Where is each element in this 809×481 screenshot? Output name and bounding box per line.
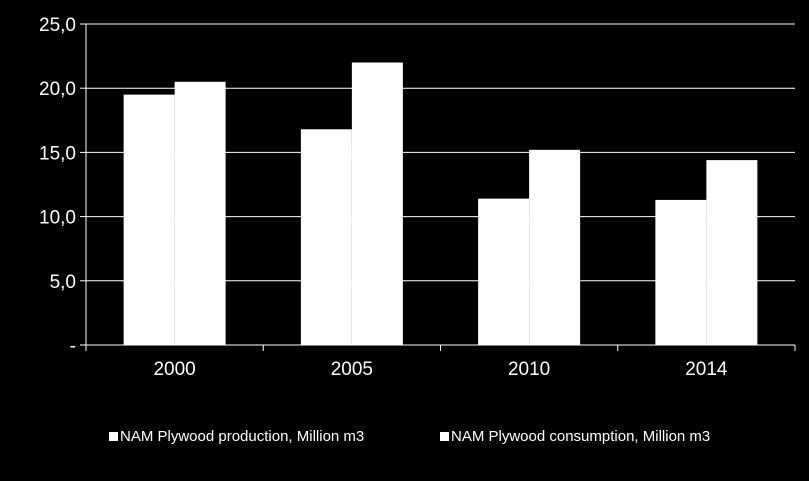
bar-consumption-2014 bbox=[706, 160, 758, 345]
bar-production-2005 bbox=[300, 129, 352, 345]
bars bbox=[123, 62, 758, 346]
bar-consumption-2000 bbox=[174, 81, 226, 345]
bar-production-2014 bbox=[655, 199, 707, 345]
legend-swatch-production bbox=[109, 432, 118, 441]
legend-label-consumption: NAM Plywood consumption, Million m3 bbox=[451, 428, 710, 445]
legend-label-production: NAM Plywood production, Million m3 bbox=[120, 428, 364, 445]
axes: - 5,0 10,0 15,0 20,0 25,0 2000 2005 2010 2014 bbox=[39, 15, 796, 380]
y-tick-label: 25,0 bbox=[39, 15, 76, 36]
y-tick-label: 15,0 bbox=[39, 143, 76, 164]
y-tick-label: 20,0 bbox=[39, 79, 76, 100]
bar-production-2010 bbox=[478, 198, 530, 345]
bar-consumption-2010 bbox=[529, 149, 581, 345]
y-tick-label: 5,0 bbox=[50, 272, 76, 293]
legend: NAM Plywood production, Million m3 NAM Pl… bbox=[109, 428, 710, 445]
legend-swatch-consumption bbox=[440, 432, 449, 441]
bar-consumption-2005 bbox=[351, 62, 403, 346]
x-tick-label: 2014 bbox=[685, 359, 728, 380]
bar-production-2000 bbox=[123, 94, 175, 346]
x-tick-label: 2010 bbox=[508, 359, 550, 380]
x-tick-label: 2005 bbox=[331, 359, 373, 380]
x-tick-label: 2000 bbox=[153, 359, 195, 380]
y-tick-label: - bbox=[70, 336, 76, 357]
y-tick-label: 10,0 bbox=[39, 208, 76, 229]
